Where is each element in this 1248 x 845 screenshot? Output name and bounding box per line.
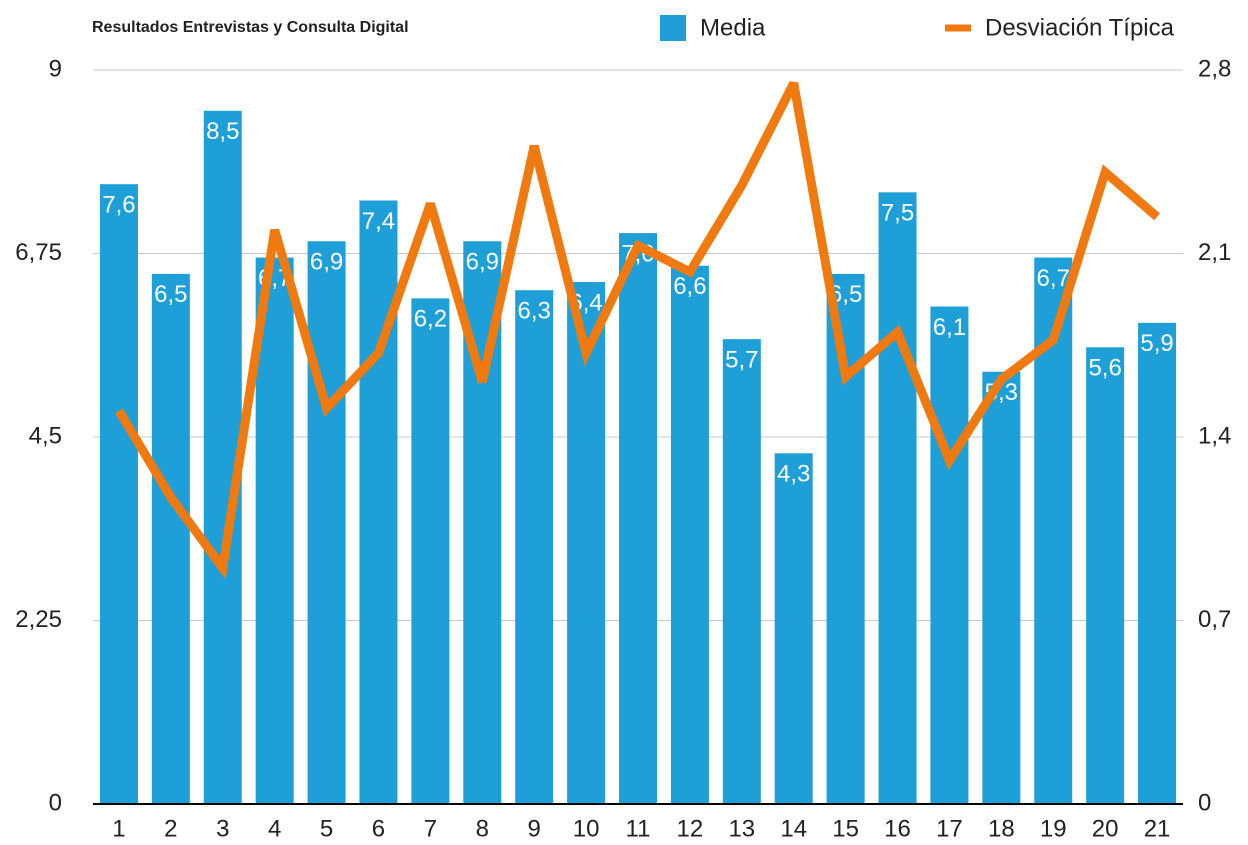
x-tick-label: 21 [1144,815,1171,842]
value-label: 5,7 [725,346,758,373]
bar [670,265,709,804]
value-label: 6,6 [673,273,706,300]
bar [1086,347,1125,804]
value-label: 5,6 [1088,355,1121,382]
value-label: 7,6 [102,192,135,219]
y-tick-label: 0 [49,789,62,816]
value-label: 6,5 [154,281,187,308]
bar [411,298,450,804]
legend-label: Desviación Típica [985,14,1175,41]
x-tick-label: 5 [320,815,333,842]
bar [982,371,1021,804]
x-tick-label: 17 [936,815,963,842]
bar [307,241,346,804]
y2-tick-label: 2,1 [1198,239,1231,266]
bar [359,200,398,804]
bar [878,192,917,805]
y-tick-label: 6,75 [15,239,62,266]
x-tick-label: 8 [476,815,489,842]
y2-tick-label: 2,8 [1198,55,1231,82]
x-tick-label: 18 [988,815,1015,842]
x-tick-label: 16 [884,815,911,842]
bar [515,290,554,804]
value-label: 7,4 [362,208,395,235]
x-tick-label: 11 [626,815,651,842]
x-tick-label: 2 [164,815,177,842]
y-tick-label: 4,5 [29,422,62,449]
bar [99,184,138,804]
legend-swatch [660,15,686,41]
y2-tick-label: 1,4 [1198,422,1231,449]
y2-tick-label: 0,7 [1198,606,1231,633]
y2-tick-label: 0 [1198,789,1211,816]
value-label: 5,9 [1140,330,1173,357]
value-label: 8,5 [206,118,239,145]
x-tick-label: 19 [1040,815,1067,842]
bar [774,453,813,804]
bar [567,282,606,804]
bar [722,339,761,804]
x-tick-label: 9 [528,815,541,842]
value-label: 7,5 [881,200,914,227]
value-label: 6,9 [310,249,343,276]
x-tick-label: 13 [728,815,755,842]
line [115,81,1160,580]
x-tick-label: 14 [780,815,807,842]
bar [151,273,190,804]
x-tick-label: 7 [424,815,437,842]
x-tick-label: 3 [216,815,229,842]
bar [930,306,969,804]
x-tick-label: 20 [1092,815,1119,842]
value-label: 6,1 [933,314,966,341]
value-label: 4,3 [777,461,810,488]
value-label: 6,9 [466,249,499,276]
legend-label: Media [700,14,766,41]
value-label: 6,3 [518,298,551,325]
x-tick-label: 6 [372,815,385,842]
bar [619,233,657,805]
value-label: 6,2 [414,306,447,333]
bar [255,257,294,805]
y-tick-label: 2,25 [15,606,62,633]
value-label: 6,7 [1037,265,1070,292]
x-tick-label: 12 [677,815,704,842]
x-tick-label: 1 [112,815,125,842]
bar [1138,322,1177,804]
x-tick-label: 4 [268,815,281,842]
x-tick-label: 10 [573,815,600,842]
chart-title: Resultados Entrevistas y Consulta Digita… [92,19,409,36]
x-tick-label: 15 [832,815,859,842]
y-tick-label: 9 [49,55,62,82]
